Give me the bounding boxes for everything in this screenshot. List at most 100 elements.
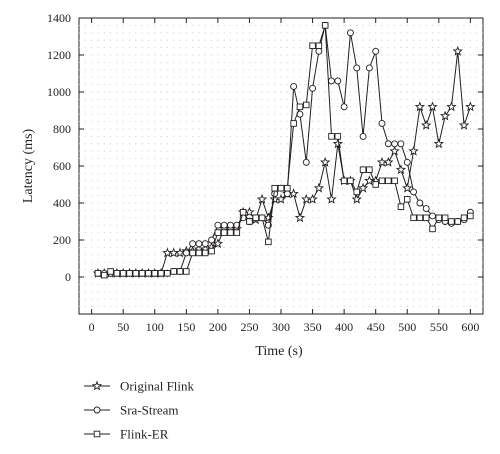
data-point-sra-stream (328, 77, 335, 85)
data-point-flink-er (372, 181, 379, 188)
y-axis-title: Latency (ms) (21, 129, 36, 204)
x-tick-label: 300 (272, 320, 290, 334)
x-tick-label: 350 (304, 320, 322, 334)
data-point-flink-er (265, 238, 272, 246)
data-point-sra-stream (397, 140, 405, 148)
data-point-flink-er (277, 184, 285, 192)
data-point-flink-er (340, 177, 348, 185)
data-point-flink-er (321, 22, 329, 29)
data-point-original-flink (256, 193, 268, 204)
x-tick-label: 500 (398, 320, 416, 334)
data-point-original-flink (452, 45, 463, 56)
data-point-flink-er (296, 103, 304, 111)
data-point-flink-er (315, 42, 323, 50)
data-point-sra-stream (372, 47, 380, 55)
legend-label: Original Flink (120, 379, 195, 394)
data-point-flink-er (119, 270, 127, 277)
data-point-flink-er (170, 268, 177, 275)
data-point-flink-er (359, 166, 367, 173)
data-point-flink-er (454, 218, 462, 225)
legend-marker (91, 380, 103, 391)
data-point-flink-er (183, 268, 190, 275)
data-point-sra-stream (334, 77, 342, 85)
data-point-sra-stream (353, 64, 361, 72)
y-tick-label: 1200 (47, 48, 71, 62)
data-point-flink-er (385, 177, 392, 185)
data-point-flink-er (397, 203, 405, 210)
data-point-flink-er (284, 184, 291, 192)
data-point-flink-er (246, 218, 253, 225)
x-tick-label: 550 (430, 320, 448, 334)
data-point-flink-er (435, 214, 443, 222)
data-point-original-flink (351, 193, 362, 204)
data-point-flink-er (208, 247, 215, 255)
data-point-flink-er (410, 214, 417, 222)
data-point-flink-er (252, 214, 259, 222)
data-point-sra-stream (403, 158, 411, 166)
data-point-flink-er (107, 268, 114, 275)
data-point-sra-stream (201, 240, 209, 248)
y-tick-label: 400 (53, 196, 71, 210)
data-point-original-flink (427, 101, 438, 112)
data-point-flink-er (233, 229, 241, 236)
legend-label: Flink-ER (120, 427, 169, 442)
data-point-flink-er (258, 214, 266, 222)
data-point-flink-er (138, 270, 146, 277)
data-point-flink-er (220, 229, 228, 236)
data-point-flink-er (467, 212, 474, 220)
data-point-original-flink (465, 101, 476, 112)
data-point-original-flink (414, 101, 426, 112)
data-point-original-flink (395, 164, 407, 175)
x-tick-label: 250 (240, 320, 258, 334)
data-point-sra-stream (346, 29, 354, 37)
data-point-flink-er (290, 120, 297, 127)
data-point-original-flink (294, 212, 306, 223)
data-point-flink-er (441, 214, 449, 222)
data-point-sra-stream (227, 221, 234, 229)
x-tick-label: 200 (209, 320, 227, 334)
data-point-flink-er (347, 177, 354, 185)
data-point-sra-stream (410, 188, 418, 196)
data-point-flink-er (189, 249, 196, 257)
legend-marker (93, 430, 101, 438)
data-point-original-flink (332, 138, 343, 149)
data-point-original-flink (433, 138, 444, 149)
data-point-flink-er (328, 133, 335, 140)
data-point-flink-er (391, 177, 398, 185)
data-point-original-flink (446, 101, 457, 112)
x-tick-label: 100 (146, 320, 164, 334)
x-tick-label: 0 (89, 320, 95, 334)
series-layer (92, 21, 476, 279)
data-point-original-flink (320, 156, 331, 167)
data-point-original-flink (383, 156, 394, 167)
data-point-sra-stream (302, 158, 310, 166)
data-point-flink-er (378, 177, 386, 185)
x-tick-label: 600 (461, 320, 479, 334)
data-point-sra-stream (309, 84, 317, 92)
data-point-original-flink (389, 145, 400, 156)
data-point-original-flink (439, 110, 451, 121)
legend-label: Sra-Stream (120, 403, 178, 418)
x-tick-label: 50 (117, 320, 129, 334)
data-point-sra-stream (365, 64, 373, 72)
data-point-sra-stream (283, 190, 291, 198)
data-point-sra-stream (195, 240, 203, 248)
y-tick-label: 1400 (47, 11, 71, 25)
axis-ticks (79, 17, 483, 314)
data-point-flink-er (157, 270, 165, 277)
y-tick-label: 1000 (47, 85, 71, 99)
y-tick-label: 200 (53, 233, 71, 247)
data-point-flink-er (214, 229, 222, 236)
data-point-flink-er (94, 270, 102, 277)
legend-item-flink-er: Flink-ER (84, 427, 169, 442)
data-point-sra-stream (290, 82, 298, 90)
data-point-original-flink (326, 193, 337, 204)
data-point-sra-stream (378, 119, 386, 127)
data-point-flink-er (271, 184, 278, 192)
x-tick-label: 450 (367, 320, 385, 334)
data-point-original-flink (421, 119, 432, 130)
data-point-original-flink (458, 119, 470, 130)
data-point-flink-er (201, 249, 209, 257)
data-point-sra-stream (422, 205, 430, 213)
data-point-flink-er (239, 208, 247, 216)
